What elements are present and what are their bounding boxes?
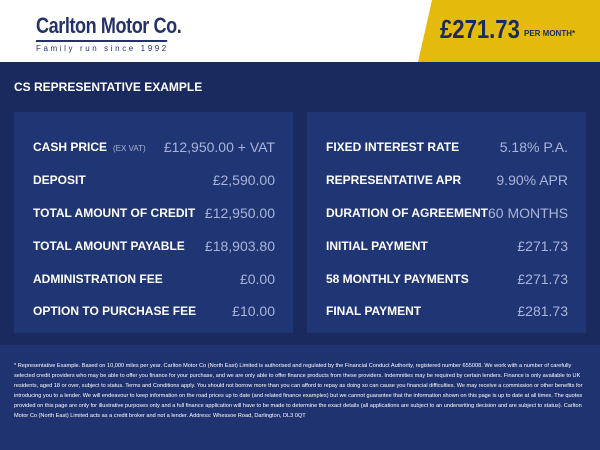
finance-row: FIXED INTEREST RATE 5.18% P.A. bbox=[326, 131, 568, 164]
monthly-price: £271.73 bbox=[440, 14, 520, 44]
finance-row: CASH PRICE (EX VAT) £12,950.00 + VAT bbox=[33, 131, 275, 164]
row-value: £0.00 bbox=[239, 270, 275, 287]
right-finance-panel: FIXED INTEREST RATE 5.18% P.A. REPRESENTAT… bbox=[307, 112, 586, 333]
row-value: £2,590.00 bbox=[212, 172, 275, 189]
row-value: £12,950.00 + VAT bbox=[163, 139, 275, 156]
row-label-text: CASH PRICE bbox=[33, 140, 108, 155]
row-label: DURATION OF AGREEMENT bbox=[326, 206, 488, 220]
header: Carlton Motor Co. Family run since 1992 … bbox=[0, 0, 600, 62]
logo-tagline: Family run since 1992 bbox=[36, 44, 169, 53]
row-label-text: ADMINISTRATION FEE bbox=[33, 271, 163, 286]
finance-row: DURATION OF AGREEMENT 60 MONTHS bbox=[326, 197, 568, 230]
finance-row: FINAL PAYMENT £281.73 bbox=[326, 295, 568, 328]
row-label-text: TOTAL AMOUNT OF CREDIT bbox=[33, 205, 196, 220]
logo[interactable]: Carlton Motor Co. Family run since 1992 bbox=[36, 13, 196, 53]
row-label: CASH PRICE (EX VAT) bbox=[33, 140, 146, 154]
row-label-text: OPTION TO PURCHASE FEE bbox=[33, 304, 197, 319]
row-label: REPRESENTATIVE APR bbox=[326, 173, 461, 187]
finance-row: ADMINISTRATION FEE £0.00 bbox=[33, 262, 275, 295]
row-value: £281.73 bbox=[517, 303, 568, 320]
row-label: OPTION TO PURCHASE FEE bbox=[33, 304, 196, 318]
row-label: TOTAL AMOUNT PAYABLE bbox=[33, 239, 185, 253]
logo-name: Carlton Motor Co. bbox=[36, 13, 182, 42]
row-value: £10.00 bbox=[232, 303, 275, 320]
row-value: £18,903.80 bbox=[204, 237, 275, 254]
row-label-text: DEPOSIT bbox=[33, 173, 86, 188]
row-label-text: DURATION OF AGREEMENT bbox=[326, 205, 488, 220]
row-value: £12,950.00 bbox=[204, 204, 275, 221]
row-label: FIXED INTEREST RATE bbox=[326, 140, 459, 154]
row-value: £271.73 bbox=[517, 237, 568, 254]
per-month-label: PER MONTH* bbox=[524, 29, 576, 38]
finance-row: 58 MONTHLY PAYMENTS £271.73 bbox=[326, 262, 568, 295]
row-value: 5.18% P.A. bbox=[499, 139, 568, 156]
row-label-text: FINAL PAYMENT bbox=[326, 304, 422, 319]
finance-row: TOTAL AMOUNT OF CREDIT £12,950.00 bbox=[33, 197, 275, 230]
row-label: 58 MONTHLY PAYMENTS bbox=[326, 272, 469, 286]
row-label-text: INITIAL PAYMENT bbox=[326, 238, 428, 253]
row-label: INITIAL PAYMENT bbox=[326, 239, 428, 253]
row-label-text: REPRESENTATIVE APR bbox=[326, 173, 462, 188]
section-title: CS REPRESENTATIVE EXAMPLE bbox=[14, 80, 203, 94]
row-label: DEPOSIT bbox=[33, 173, 86, 187]
left-finance-panel: CASH PRICE (EX VAT) £12,950.00 + VAT DEPOSI… bbox=[14, 112, 293, 333]
disclaimer: * Representative Example. Based on 10,00… bbox=[0, 345, 600, 450]
row-label: TOTAL AMOUNT OF CREDIT bbox=[33, 206, 195, 220]
row-value: 9.90% APR bbox=[496, 172, 568, 189]
finance-row: REPRESENTATIVE APR 9.90% APR bbox=[326, 164, 568, 197]
monthly-price-box: £271.73 PER MONTH* bbox=[418, 0, 600, 62]
finance-row: TOTAL AMOUNT PAYABLE £18,903.80 bbox=[33, 229, 275, 262]
finance-row: OPTION TO PURCHASE FEE £10.00 bbox=[33, 295, 275, 328]
row-note: (EX VAT) bbox=[113, 144, 146, 154]
row-value: 60 MONTHS bbox=[488, 204, 569, 221]
finance-row: DEPOSIT £2,590.00 bbox=[33, 164, 275, 197]
row-label-text: TOTAL AMOUNT PAYABLE bbox=[33, 238, 185, 253]
row-label-text: 58 MONTHLY PAYMENTS bbox=[326, 271, 469, 286]
finance-row: INITIAL PAYMENT £271.73 bbox=[326, 229, 568, 262]
row-value: £271.73 bbox=[517, 270, 568, 287]
row-label: ADMINISTRATION FEE bbox=[33, 272, 163, 286]
row-label-text: FIXED INTEREST RATE bbox=[326, 140, 460, 155]
row-label: FINAL PAYMENT bbox=[326, 304, 421, 318]
